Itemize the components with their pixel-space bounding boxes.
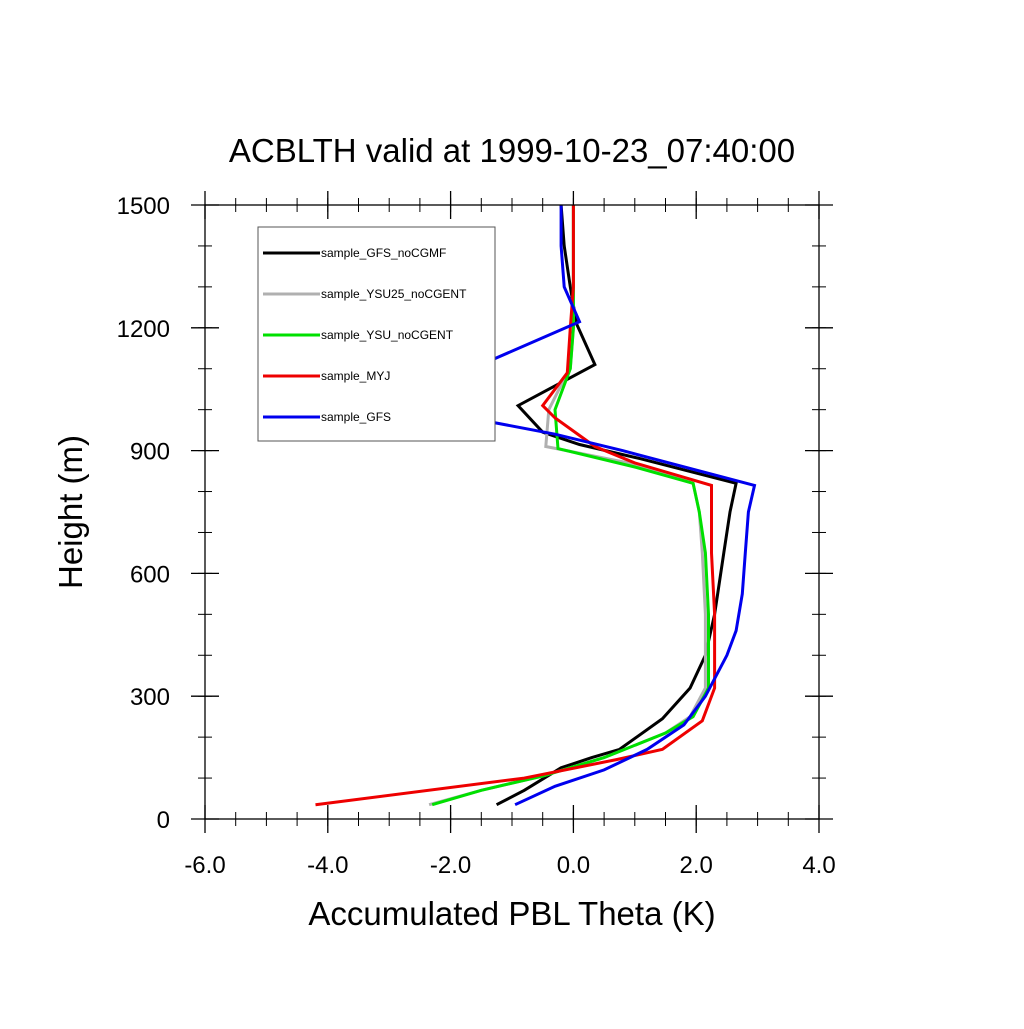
- plot-frame: [204, 204, 820, 820]
- x-tick-label: -6.0: [184, 852, 225, 879]
- y-tick-label: 600: [130, 561, 170, 588]
- x-tick-label: 4.0: [802, 852, 835, 879]
- series-line-sample-gfs-nocgmf: [495, 204, 738, 807]
- y-tick-label: 0: [157, 807, 170, 834]
- y-tick-label: 1200: [117, 316, 170, 343]
- x-tick-label: -2.0: [430, 852, 471, 879]
- y-tick-label: 900: [130, 439, 170, 466]
- x-axis-label: Accumulated PBL Theta (K): [308, 895, 715, 932]
- x-tick-label: 2.0: [680, 852, 713, 879]
- legend-label: sample_MYJ: [321, 369, 390, 383]
- y-axis-label: Height (m): [52, 435, 89, 589]
- legend-label: sample_GFS: [321, 410, 391, 424]
- x-tick-label: 0.0: [557, 852, 590, 879]
- legend: sample_GFS_noCGMF sample_YSU25_noCGENTsam…: [257, 226, 496, 442]
- series-line-sample-myj: [315, 205, 717, 807]
- chart-title: ACBLTH valid at 1999-10-23_07:40:00: [229, 132, 795, 169]
- data-series: [315, 204, 757, 807]
- legend-label: sample_YSU25_noCGENT: [321, 287, 467, 301]
- y-tick-label: 1500: [117, 193, 170, 220]
- series-line-sample-ysu-nocgent: [431, 205, 710, 807]
- series-line-sample-gfs: [400, 205, 757, 807]
- legend-label: sample_GFS_noCGMF: [321, 246, 446, 260]
- y-tick-label: 300: [130, 684, 170, 711]
- legend-label: sample_YSU_noCGENT: [321, 328, 454, 342]
- x-tick-label: -4.0: [307, 852, 348, 879]
